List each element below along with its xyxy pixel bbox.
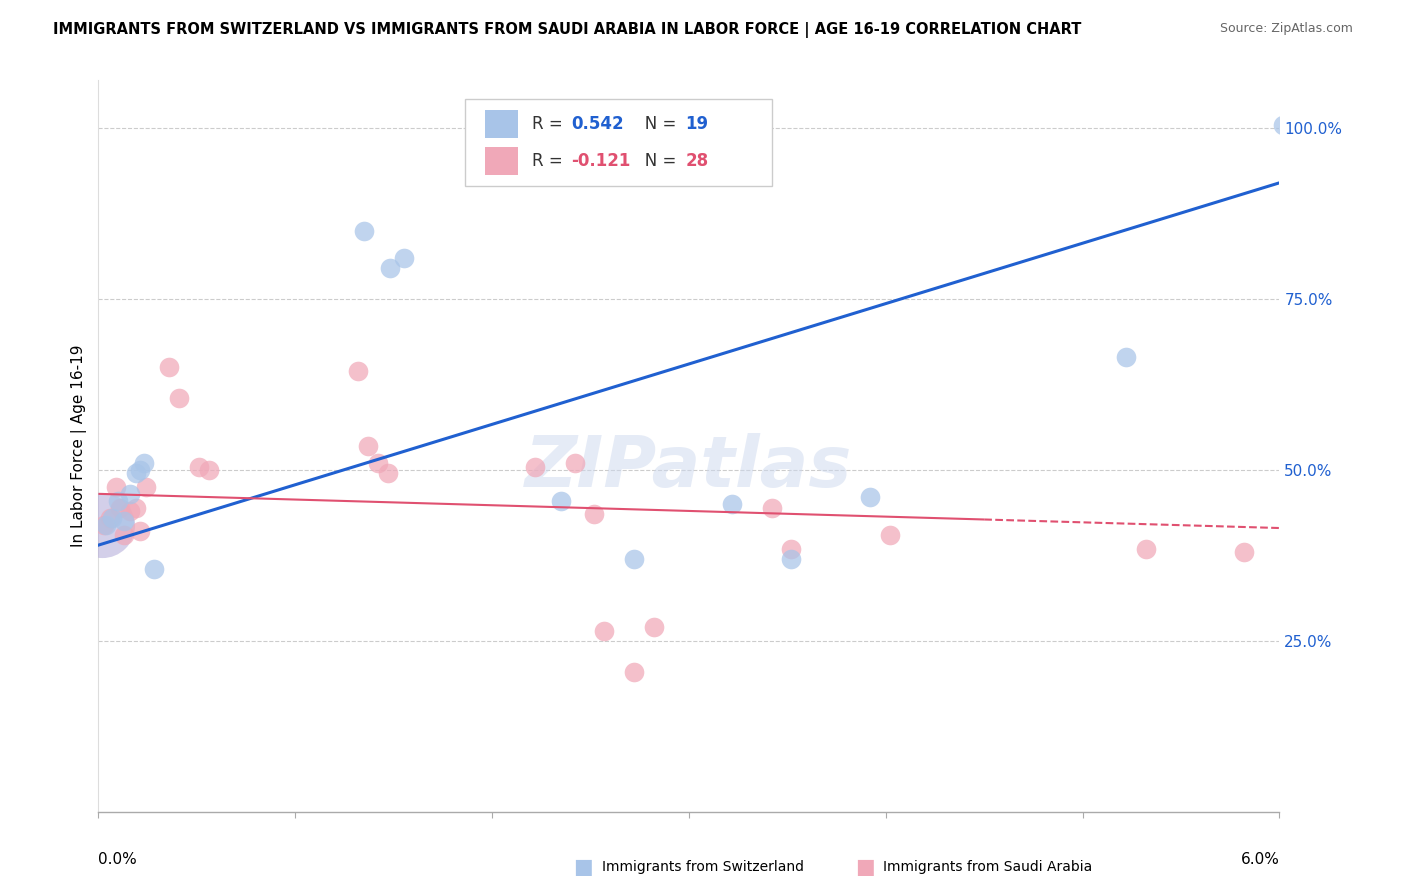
Point: [1233, 545, 1256, 559]
Point: [128, 463, 150, 477]
Text: 0.0%: 0.0%: [98, 852, 138, 867]
Point: [132, 456, 155, 470]
Text: Immigrants from Switzerland: Immigrants from Switzerland: [602, 860, 804, 874]
Text: R =: R =: [531, 115, 568, 133]
Point: [721, 497, 744, 511]
Point: [780, 551, 803, 566]
Point: [392, 251, 415, 265]
Point: [135, 480, 157, 494]
Text: 28: 28: [685, 152, 709, 170]
Point: [167, 391, 190, 405]
Text: ■: ■: [574, 857, 593, 877]
Point: [1115, 350, 1137, 364]
Point: [107, 493, 129, 508]
Text: R =: R =: [531, 152, 568, 170]
Point: [353, 224, 375, 238]
Point: [157, 360, 180, 375]
Point: [197, 463, 219, 477]
Point: [101, 510, 124, 524]
Point: [98, 510, 121, 524]
Point: [859, 490, 882, 504]
Point: [1272, 118, 1295, 132]
Point: [378, 261, 401, 276]
Text: 19: 19: [685, 115, 709, 133]
Text: Immigrants from Saudi Arabia: Immigrants from Saudi Arabia: [883, 860, 1092, 874]
Point: [128, 524, 150, 539]
Point: [643, 620, 665, 634]
Point: [780, 541, 803, 556]
Bar: [485, 147, 517, 175]
Point: [357, 439, 380, 453]
Text: N =: N =: [628, 115, 682, 133]
Point: [623, 551, 645, 566]
Text: ■: ■: [855, 857, 875, 877]
Point: [550, 493, 572, 508]
Point: [564, 456, 586, 470]
Point: [593, 624, 616, 638]
Text: -0.121: -0.121: [571, 152, 630, 170]
Point: [108, 500, 131, 515]
Text: 0.542: 0.542: [571, 115, 623, 133]
Point: [583, 508, 606, 522]
Point: [96, 517, 118, 532]
Point: [524, 459, 547, 474]
Text: 6.0%: 6.0%: [1240, 852, 1279, 867]
Point: [118, 487, 141, 501]
Point: [879, 528, 901, 542]
Point: [91, 517, 114, 532]
Point: [125, 467, 148, 481]
Point: [1135, 541, 1157, 556]
Point: [112, 528, 135, 542]
Point: [761, 500, 783, 515]
Text: N =: N =: [628, 152, 682, 170]
Point: [377, 467, 399, 481]
Point: [623, 665, 645, 679]
Text: Source: ZipAtlas.com: Source: ZipAtlas.com: [1219, 22, 1353, 36]
Point: [125, 500, 148, 515]
Point: [142, 562, 165, 576]
Point: [367, 456, 389, 470]
Bar: [485, 110, 517, 138]
FancyBboxPatch shape: [464, 99, 772, 186]
Text: ZIPatlas: ZIPatlas: [526, 434, 852, 502]
Point: [118, 504, 141, 518]
Point: [93, 517, 115, 532]
Point: [187, 459, 209, 474]
Point: [112, 514, 135, 528]
Point: [105, 480, 128, 494]
Y-axis label: In Labor Force | Age 16-19: In Labor Force | Age 16-19: [72, 344, 87, 548]
Text: IMMIGRANTS FROM SWITZERLAND VS IMMIGRANTS FROM SAUDI ARABIA IN LABOR FORCE | AGE: IMMIGRANTS FROM SWITZERLAND VS IMMIGRANT…: [53, 22, 1081, 38]
Point: [347, 364, 370, 378]
